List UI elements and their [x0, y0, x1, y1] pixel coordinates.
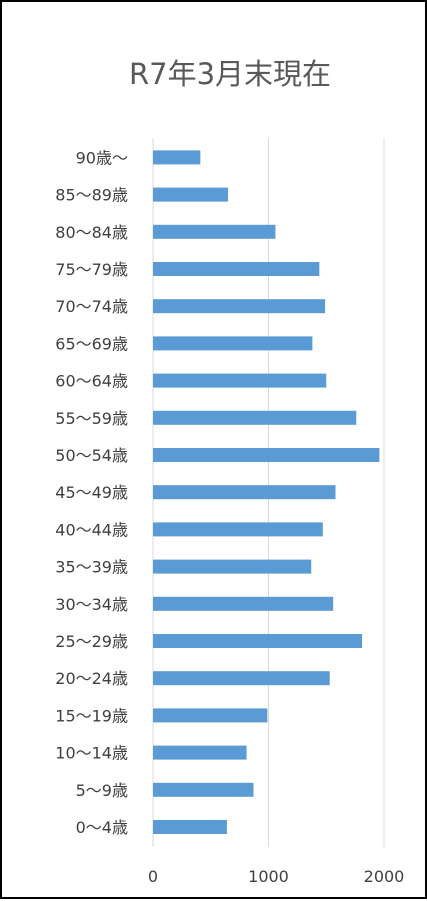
x-tick-label: 1000 — [248, 867, 289, 886]
category-label: 55〜59歳 — [55, 409, 128, 428]
category-label: 0〜4歳 — [76, 818, 128, 837]
category-label: 15〜19歳 — [55, 706, 128, 725]
category-label: 35〜39歳 — [55, 558, 128, 577]
category-label: 65〜69歳 — [55, 334, 128, 353]
category-label: 75〜79歳 — [55, 260, 128, 279]
x-tick-label: 0 — [148, 867, 158, 886]
bar — [153, 485, 336, 500]
category-label: 50〜54歳 — [55, 446, 128, 465]
chart-title: R7年3月末現在 — [129, 57, 331, 91]
category-label: 80〜84歳 — [55, 223, 128, 242]
bar — [153, 708, 268, 723]
bar — [153, 634, 363, 648]
category-label: 45〜49歳 — [55, 483, 128, 502]
bar — [153, 373, 327, 388]
bar — [153, 224, 276, 239]
category-label: 20〜24歳 — [55, 669, 128, 688]
category-labels: 0〜4歳 5〜9歳 10〜14歳 15〜19歳 20〜24歳 25〜29歳 30〜34歳 35… — [55, 148, 128, 837]
category-label: 10〜14歳 — [55, 744, 128, 763]
bar — [153, 671, 330, 686]
x-tick-labels: 0 1000 2000 — [148, 867, 404, 886]
category-label: 70〜74歳 — [55, 297, 128, 316]
bar — [153, 299, 326, 314]
category-label: 5〜9歳 — [76, 781, 128, 800]
x-tick-label: 2000 — [364, 867, 405, 886]
category-label: 40〜44歳 — [55, 520, 128, 539]
category-label: 90歳〜 — [76, 148, 128, 167]
category-label: 60〜64歳 — [55, 372, 128, 391]
bar — [153, 150, 201, 165]
bar — [153, 745, 247, 760]
bar — [153, 596, 334, 611]
bar — [153, 782, 254, 797]
bar — [153, 448, 380, 462]
bar — [153, 522, 323, 537]
bar — [153, 559, 312, 574]
category-label: 85〜89歳 — [55, 186, 128, 205]
category-label: 30〜34歳 — [55, 595, 128, 614]
bar — [153, 820, 227, 834]
bar — [153, 410, 357, 425]
bar — [153, 187, 229, 202]
bar — [153, 262, 320, 276]
category-label: 25〜29歳 — [55, 632, 128, 651]
bars — [153, 150, 380, 834]
bar — [153, 336, 313, 351]
